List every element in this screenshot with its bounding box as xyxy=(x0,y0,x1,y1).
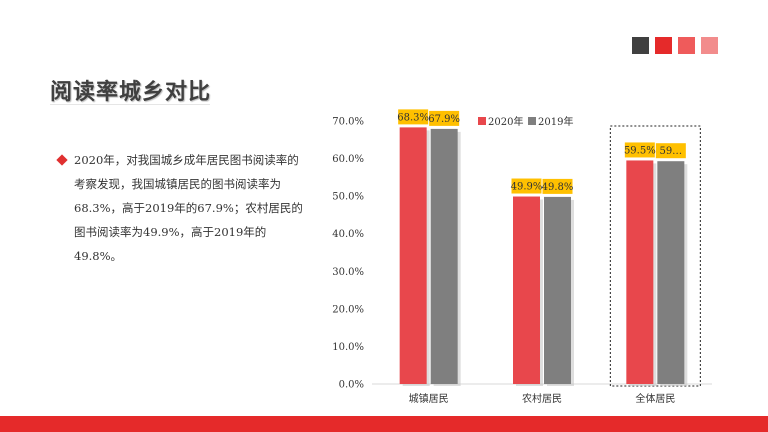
x-tick-label: 全体居民 xyxy=(635,392,675,405)
page-title: 阅读率城乡对比 xyxy=(50,80,212,105)
data-label: 59… xyxy=(659,146,682,157)
bar-2020 xyxy=(399,127,427,384)
data-label: 67.9% xyxy=(428,114,460,125)
x-tick-label: 农村居民 xyxy=(522,392,562,405)
deco-square-4 xyxy=(701,37,718,54)
data-label-box xyxy=(624,142,655,158)
y-tick-label: 70.0% xyxy=(332,117,364,128)
data-label-box xyxy=(542,178,573,194)
data-label: 49.9% xyxy=(511,182,543,193)
data-label-box xyxy=(398,109,429,125)
deco-square-2 xyxy=(655,37,672,54)
highlight-box xyxy=(609,125,701,387)
y-tick-label: 0.0% xyxy=(339,380,364,391)
bar-2020 xyxy=(513,196,540,384)
y-tick-label: 30.0% xyxy=(332,267,364,278)
deco-square-1 xyxy=(632,37,649,54)
legend-label: 2019年 xyxy=(538,115,573,128)
bar-2019 xyxy=(430,128,458,384)
footer-bar xyxy=(0,416,768,432)
legend-label: 2020年 xyxy=(488,115,523,128)
data-label: 49.8% xyxy=(542,182,574,193)
x-tick-label: 城镇居民 xyxy=(409,392,449,405)
description-text: 2020年，对我国城乡成年居民图书阅读率的考察发现，我国城镇居民的图书阅读率为6… xyxy=(74,153,303,263)
legend-swatch xyxy=(478,117,486,125)
data-label-box xyxy=(511,178,542,194)
y-tick-label: 40.0% xyxy=(332,229,364,240)
bar-2019 xyxy=(657,161,685,384)
y-tick-label: 50.0% xyxy=(332,192,364,203)
y-tick-label: 60.0% xyxy=(332,154,364,165)
data-label: 59.5% xyxy=(624,145,656,156)
y-tick-label: 20.0% xyxy=(332,304,364,315)
deco-square-3 xyxy=(678,37,695,54)
legend-swatch xyxy=(528,117,536,125)
bar-2020 xyxy=(626,160,654,384)
bar-2019 xyxy=(544,196,571,384)
data-label-box xyxy=(655,143,686,159)
data-label: 68.3% xyxy=(397,112,429,123)
y-tick-label: 10.0% xyxy=(332,342,364,353)
title-underline xyxy=(50,104,210,105)
data-label-box xyxy=(429,110,460,126)
